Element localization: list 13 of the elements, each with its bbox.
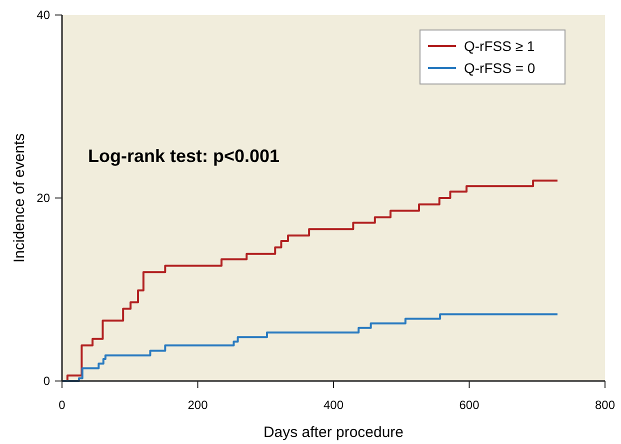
x-axis-title: Days after procedure: [263, 424, 404, 441]
legend-label: Q-rFSS ≥ 1: [464, 38, 535, 54]
x-tick-label: 200: [188, 398, 208, 412]
legend-label: Q-rFSS = 0: [464, 60, 536, 76]
x-tick-label: 800: [594, 398, 616, 412]
x-tick-label: 600: [459, 398, 480, 412]
y-axis-title: Incidence of events: [11, 133, 28, 263]
x-tick-label: 400: [323, 398, 344, 412]
x-tick-label: 0: [58, 398, 66, 412]
y-tick-label: 20: [36, 191, 50, 205]
y-tick-label: 0: [43, 374, 50, 388]
annotation: Log-rank test: p<0.001: [88, 146, 280, 166]
y-tick-label: 40: [36, 8, 50, 22]
